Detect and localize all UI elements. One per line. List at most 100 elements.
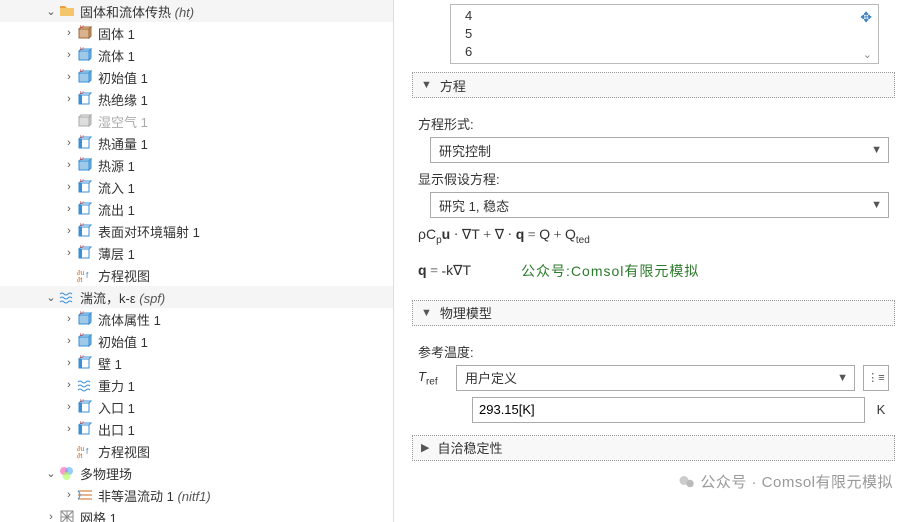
svg-text:∂u: ∂u <box>77 270 84 277</box>
chevron-down-icon: ▼ <box>871 144 882 156</box>
tree-node-nitf[interactable]: › 非等温流动 1 (nitf1) <box>0 484 393 506</box>
tree-node-label: 出口 1 <box>98 420 135 439</box>
section-stability[interactable]: 自洽稳定性 <box>412 435 895 461</box>
tree-node-outlet[interactable]: › D 出口 1 <box>0 418 393 440</box>
scroll-down-icon[interactable]: ⌄ <box>863 48 872 61</box>
svg-text:D: D <box>80 333 84 338</box>
tree-node-label: 流体 1 <box>98 46 135 65</box>
svg-text:∂u: ∂u <box>77 446 84 453</box>
chevron-down-icon: ▼ <box>871 199 882 211</box>
expand-icon[interactable]: › <box>62 489 76 501</box>
tree-node-label: 流出 1 <box>98 200 135 219</box>
expand-icon[interactable]: › <box>62 423 76 435</box>
tree-node-thinlayer[interactable]: › D 薄层 1 <box>0 242 393 264</box>
expand-icon[interactable]: › <box>62 49 76 61</box>
edge-icon: D <box>76 135 94 151</box>
expand-icon[interactable]: › <box>62 137 76 149</box>
tree-node-inflow[interactable]: › D 流入 1 <box>0 176 393 198</box>
list-item[interactable]: 4 <box>457 7 872 25</box>
expand-icon[interactable]: › <box>62 93 76 105</box>
tree-node-moistair[interactable]: 湿空气 1 <box>0 110 393 132</box>
ref-temp-extra-button[interactable]: ⋮≡ <box>863 365 889 391</box>
tree-node-label: 重力 1 <box>98 376 135 395</box>
tree-node-wall[interactable]: › D 壁 1 <box>0 352 393 374</box>
svg-text:D: D <box>80 69 84 74</box>
expand-icon[interactable]: › <box>44 511 58 522</box>
tree-node-inlet[interactable]: › D 入口 1 <box>0 396 393 418</box>
tree-node-init2[interactable]: › D 初始值 1 <box>0 330 393 352</box>
tree-node-label: 热源 1 <box>98 156 135 175</box>
svg-text:f: f <box>86 271 89 280</box>
tree-node-mesh[interactable]: › 网格 1 <box>0 506 393 522</box>
expand-icon[interactable]: ⌄ <box>44 5 58 18</box>
expand-icon[interactable]: › <box>62 247 76 259</box>
expand-icon[interactable]: › <box>62 401 76 413</box>
cube-blue-icon: D <box>76 333 94 349</box>
edge-icon: D <box>76 421 94 437</box>
equation-2: q = -k∇T <box>418 262 471 280</box>
tree-node-label: 初始值 1 <box>98 332 148 351</box>
tree-node-init[interactable]: › D 初始值 1 <box>0 66 393 88</box>
tree-node-heatsource[interactable]: › D 热源 1 <box>0 154 393 176</box>
tree-node-insulation[interactable]: › D 热绝缘 1 <box>0 88 393 110</box>
ref-temp-input[interactable] <box>472 397 865 423</box>
tree-node-heatflux[interactable]: › D 热通量 1 <box>0 132 393 154</box>
folder-icon <box>58 3 76 19</box>
expand-icon[interactable]: › <box>62 71 76 83</box>
tree-node-eqview2[interactable]: ∂u∂tf 方程视图 <box>0 440 393 462</box>
tree-node-fp[interactable]: › D 流体属性 1 <box>0 308 393 330</box>
svg-text:D: D <box>80 245 84 250</box>
equation-1: ρCpu · ∇T + ∇ · q = Q + Qted <box>418 226 889 246</box>
expand-icon[interactable]: › <box>62 159 76 171</box>
wechat-icon <box>678 473 696 491</box>
section-equation[interactable]: 方程 <box>412 72 895 98</box>
move-handle-icon[interactable]: ✥ <box>860 9 872 26</box>
cube-icon: D <box>76 25 94 41</box>
tree-node-fluid[interactable]: › D 流体 1 <box>0 44 393 66</box>
selection-list[interactable]: 4 5 6 ✥ ⌄ <box>450 4 879 64</box>
eq-icon: ∂u∂tf <box>76 443 94 459</box>
tree-node-surfrad[interactable]: › D 表面对环境辐射 1 <box>0 220 393 242</box>
edge-icon: D <box>76 201 94 217</box>
expand-icon[interactable]: › <box>62 27 76 39</box>
tree-node-outflow[interactable]: › D 流出 1 <box>0 198 393 220</box>
tree-node-label: 流入 1 <box>98 178 135 197</box>
tree-node-label: 热通量 1 <box>98 134 148 153</box>
section-phys-model[interactable]: 物理模型 <box>412 300 895 326</box>
svg-text:D: D <box>80 47 84 52</box>
list-item[interactable]: 6 <box>457 43 872 61</box>
watermark-gray: 公众号 · Comsol有限元模拟 <box>678 471 893 492</box>
list-item[interactable]: 5 <box>457 25 872 43</box>
expand-icon[interactable]: › <box>62 335 76 347</box>
eq-form-label: 方程形式: <box>418 114 889 133</box>
expand-icon[interactable]: › <box>62 203 76 215</box>
tree-node-label: 流体属性 1 <box>98 310 161 329</box>
eq-form-combo[interactable]: 研究控制▼ <box>430 137 889 163</box>
tree-node-multiphysics[interactable]: ⌄ 多物理场 <box>0 462 393 484</box>
watermark-green: 公众号:Comsol有限元模拟 <box>521 261 699 281</box>
svg-text:D: D <box>80 135 84 140</box>
tree-node-label: 非等温流动 1 (nitf1) <box>98 486 211 505</box>
expand-icon[interactable]: › <box>62 379 76 391</box>
tree-node-label: 多物理场 <box>80 464 132 483</box>
expand-icon[interactable]: › <box>62 181 76 193</box>
tree-node-solid[interactable]: › D 固体 1 <box>0 22 393 44</box>
svg-text:D: D <box>80 91 84 96</box>
tree-node-gravity[interactable]: › 重力 1 <box>0 374 393 396</box>
expand-icon[interactable]: › <box>62 357 76 369</box>
tree-node-heat-group[interactable]: ⌄ 固体和流体传热 (ht) <box>0 0 393 22</box>
expand-icon[interactable]: › <box>62 313 76 325</box>
tree-node-label: 初始值 1 <box>98 68 148 87</box>
tree-node-label: 薄层 1 <box>98 244 135 263</box>
svg-text:D: D <box>80 201 84 206</box>
expand-icon[interactable]: ⌄ <box>44 291 58 304</box>
expand-icon[interactable]: › <box>62 225 76 237</box>
expand-icon[interactable]: ⌄ <box>44 467 58 480</box>
ref-temp-combo[interactable]: 用户定义▼ <box>456 365 855 391</box>
tree-node-label: 表面对环境辐射 1 <box>98 222 200 241</box>
ref-temp-unit: K <box>873 402 889 417</box>
tree-node-spf-group[interactable]: ⌄ 湍流，k-ε (spf) <box>0 286 393 308</box>
tree-node-eqview1[interactable]: ∂u∂tf 方程视图 <box>0 264 393 286</box>
svg-text:D: D <box>80 223 84 228</box>
show-eq-combo[interactable]: 研究 1, 稳态▼ <box>430 192 889 218</box>
